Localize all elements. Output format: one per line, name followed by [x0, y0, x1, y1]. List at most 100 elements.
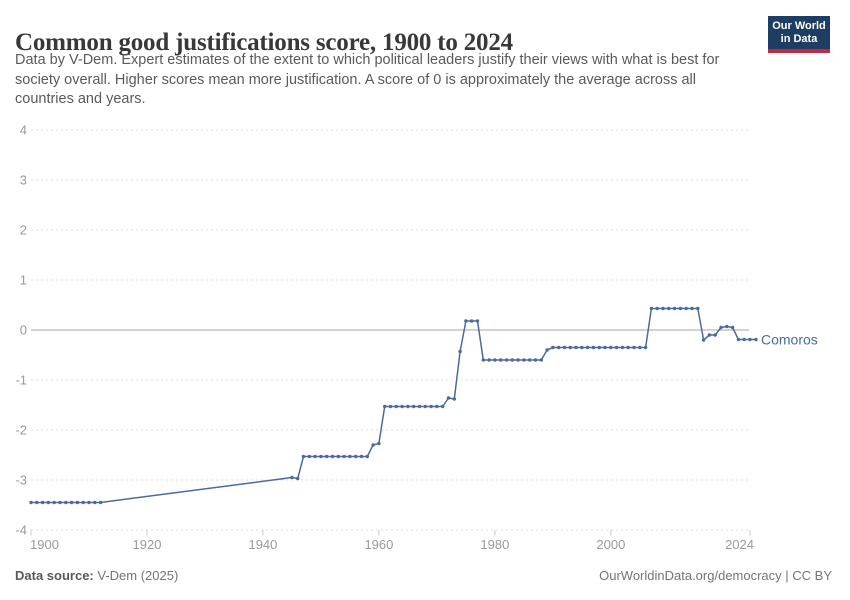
data-point-marker: [551, 345, 555, 350]
data-point-marker: [545, 348, 549, 352]
data-point-marker: [620, 345, 625, 350]
credit-line: OurWorldinData.org/democracy | CC BY: [599, 568, 832, 583]
data-point-marker: [684, 306, 688, 311]
data-point-marker: [313, 454, 317, 459]
data-point-marker: [632, 345, 636, 350]
subtitle-line: Data by V-Dem. Expert estimates of the e…: [15, 52, 720, 68]
data-point-marker: [690, 306, 694, 311]
data-point-marker: [696, 306, 700, 311]
data-point-marker: [528, 358, 532, 362]
x-tick-label: 1920: [133, 537, 162, 552]
data-point-marker: [713, 333, 717, 337]
y-tick-label: -1: [15, 373, 27, 388]
owid-logo-line2: in Data: [780, 33, 818, 45]
data-point-marker: [678, 306, 683, 311]
data-point-marker: [510, 358, 514, 362]
data-point-marker: [81, 500, 85, 505]
data-point-marker: [742, 337, 746, 342]
data-point-marker: [614, 345, 619, 350]
data-point-marker: [423, 404, 427, 409]
data-point-marker: [64, 500, 68, 505]
data-point-marker: [661, 306, 665, 311]
data-point-marker: [296, 476, 300, 481]
data-point-marker: [69, 500, 74, 505]
data-point-marker: [417, 404, 422, 409]
data-point-marker: [435, 404, 439, 409]
data-point-marker: [383, 404, 387, 409]
data-point-marker: [649, 306, 654, 311]
owid-logo: Our World in Data: [768, 16, 830, 53]
y-tick-label: -2: [15, 423, 27, 438]
series-entity-label: Comoros: [761, 332, 818, 348]
data-point-marker: [394, 404, 398, 409]
data-point-marker: [58, 500, 62, 505]
data-point-marker: [307, 454, 311, 459]
data-point-marker: [354, 454, 358, 459]
y-tick-label: 4: [20, 123, 27, 138]
data-point-marker: [707, 333, 712, 337]
data-point-marker: [475, 319, 480, 323]
data-point-marker: [330, 454, 335, 459]
y-tick-label: -3: [15, 473, 27, 488]
data-point-marker: [290, 475, 294, 480]
data-point-marker: [452, 397, 456, 401]
data-point-marker: [580, 345, 584, 350]
data-point-marker: [667, 306, 671, 311]
chart-title: Common good justifications score, 1900 t…: [15, 28, 513, 56]
data-point-marker: [406, 404, 410, 409]
data-point-marker: [464, 319, 468, 323]
owid-logo-line1: Our World: [772, 20, 826, 32]
data-point-marker: [719, 325, 723, 330]
data-point-marker: [342, 454, 346, 459]
data-point-marker: [539, 358, 543, 362]
data-point-marker: [725, 324, 729, 329]
data-point-marker: [638, 345, 642, 350]
data-point-marker: [75, 500, 80, 505]
data-point-marker: [319, 454, 323, 459]
x-tick-label: 1980: [480, 537, 509, 552]
data-point-marker: [412, 404, 416, 409]
data-point-marker: [336, 454, 340, 459]
x-tick-label: 1960: [364, 537, 393, 552]
data-point-marker: [481, 358, 485, 362]
data-point-marker: [93, 500, 97, 505]
data-point-marker: [516, 358, 520, 362]
data-point-marker: [585, 345, 590, 350]
end-connector-dot: [754, 337, 758, 342]
data-point-marker: [493, 358, 497, 362]
data-point-marker: [609, 345, 613, 350]
data-point-marker: [597, 345, 601, 350]
data-point-marker: [388, 404, 393, 409]
data-point-marker: [499, 358, 503, 362]
data-point-marker: [672, 306, 677, 311]
data-point-marker: [655, 306, 659, 311]
x-tick-label: 2024: [725, 537, 754, 552]
data-point-marker: [400, 404, 404, 409]
data-point-marker: [568, 345, 572, 350]
x-tick-label: 1900: [30, 537, 59, 552]
data-point-marker: [40, 500, 45, 505]
data-point-marker: [46, 500, 51, 505]
subtitle-line: countries and years.: [15, 91, 146, 107]
data-point-marker: [377, 441, 381, 446]
data-point-marker: [574, 345, 578, 350]
y-tick-label: 3: [20, 173, 27, 188]
x-tick-label: 1940: [248, 537, 277, 552]
data-point-marker: [441, 404, 445, 409]
y-tick-label: 1: [20, 273, 27, 288]
data-point-marker: [643, 345, 648, 350]
data-point-marker: [446, 396, 451, 400]
data-point-marker: [301, 454, 306, 459]
data-point-marker: [325, 454, 329, 459]
data-point-marker: [736, 337, 741, 342]
data-point-marker: [348, 454, 352, 459]
data-point-marker: [470, 319, 474, 323]
data-point-marker: [87, 500, 91, 505]
data-point-marker: [365, 454, 369, 459]
data-point-marker: [458, 349, 462, 354]
data-point-marker: [603, 345, 607, 350]
data-point-marker: [52, 500, 56, 505]
data-point-marker: [98, 500, 103, 505]
